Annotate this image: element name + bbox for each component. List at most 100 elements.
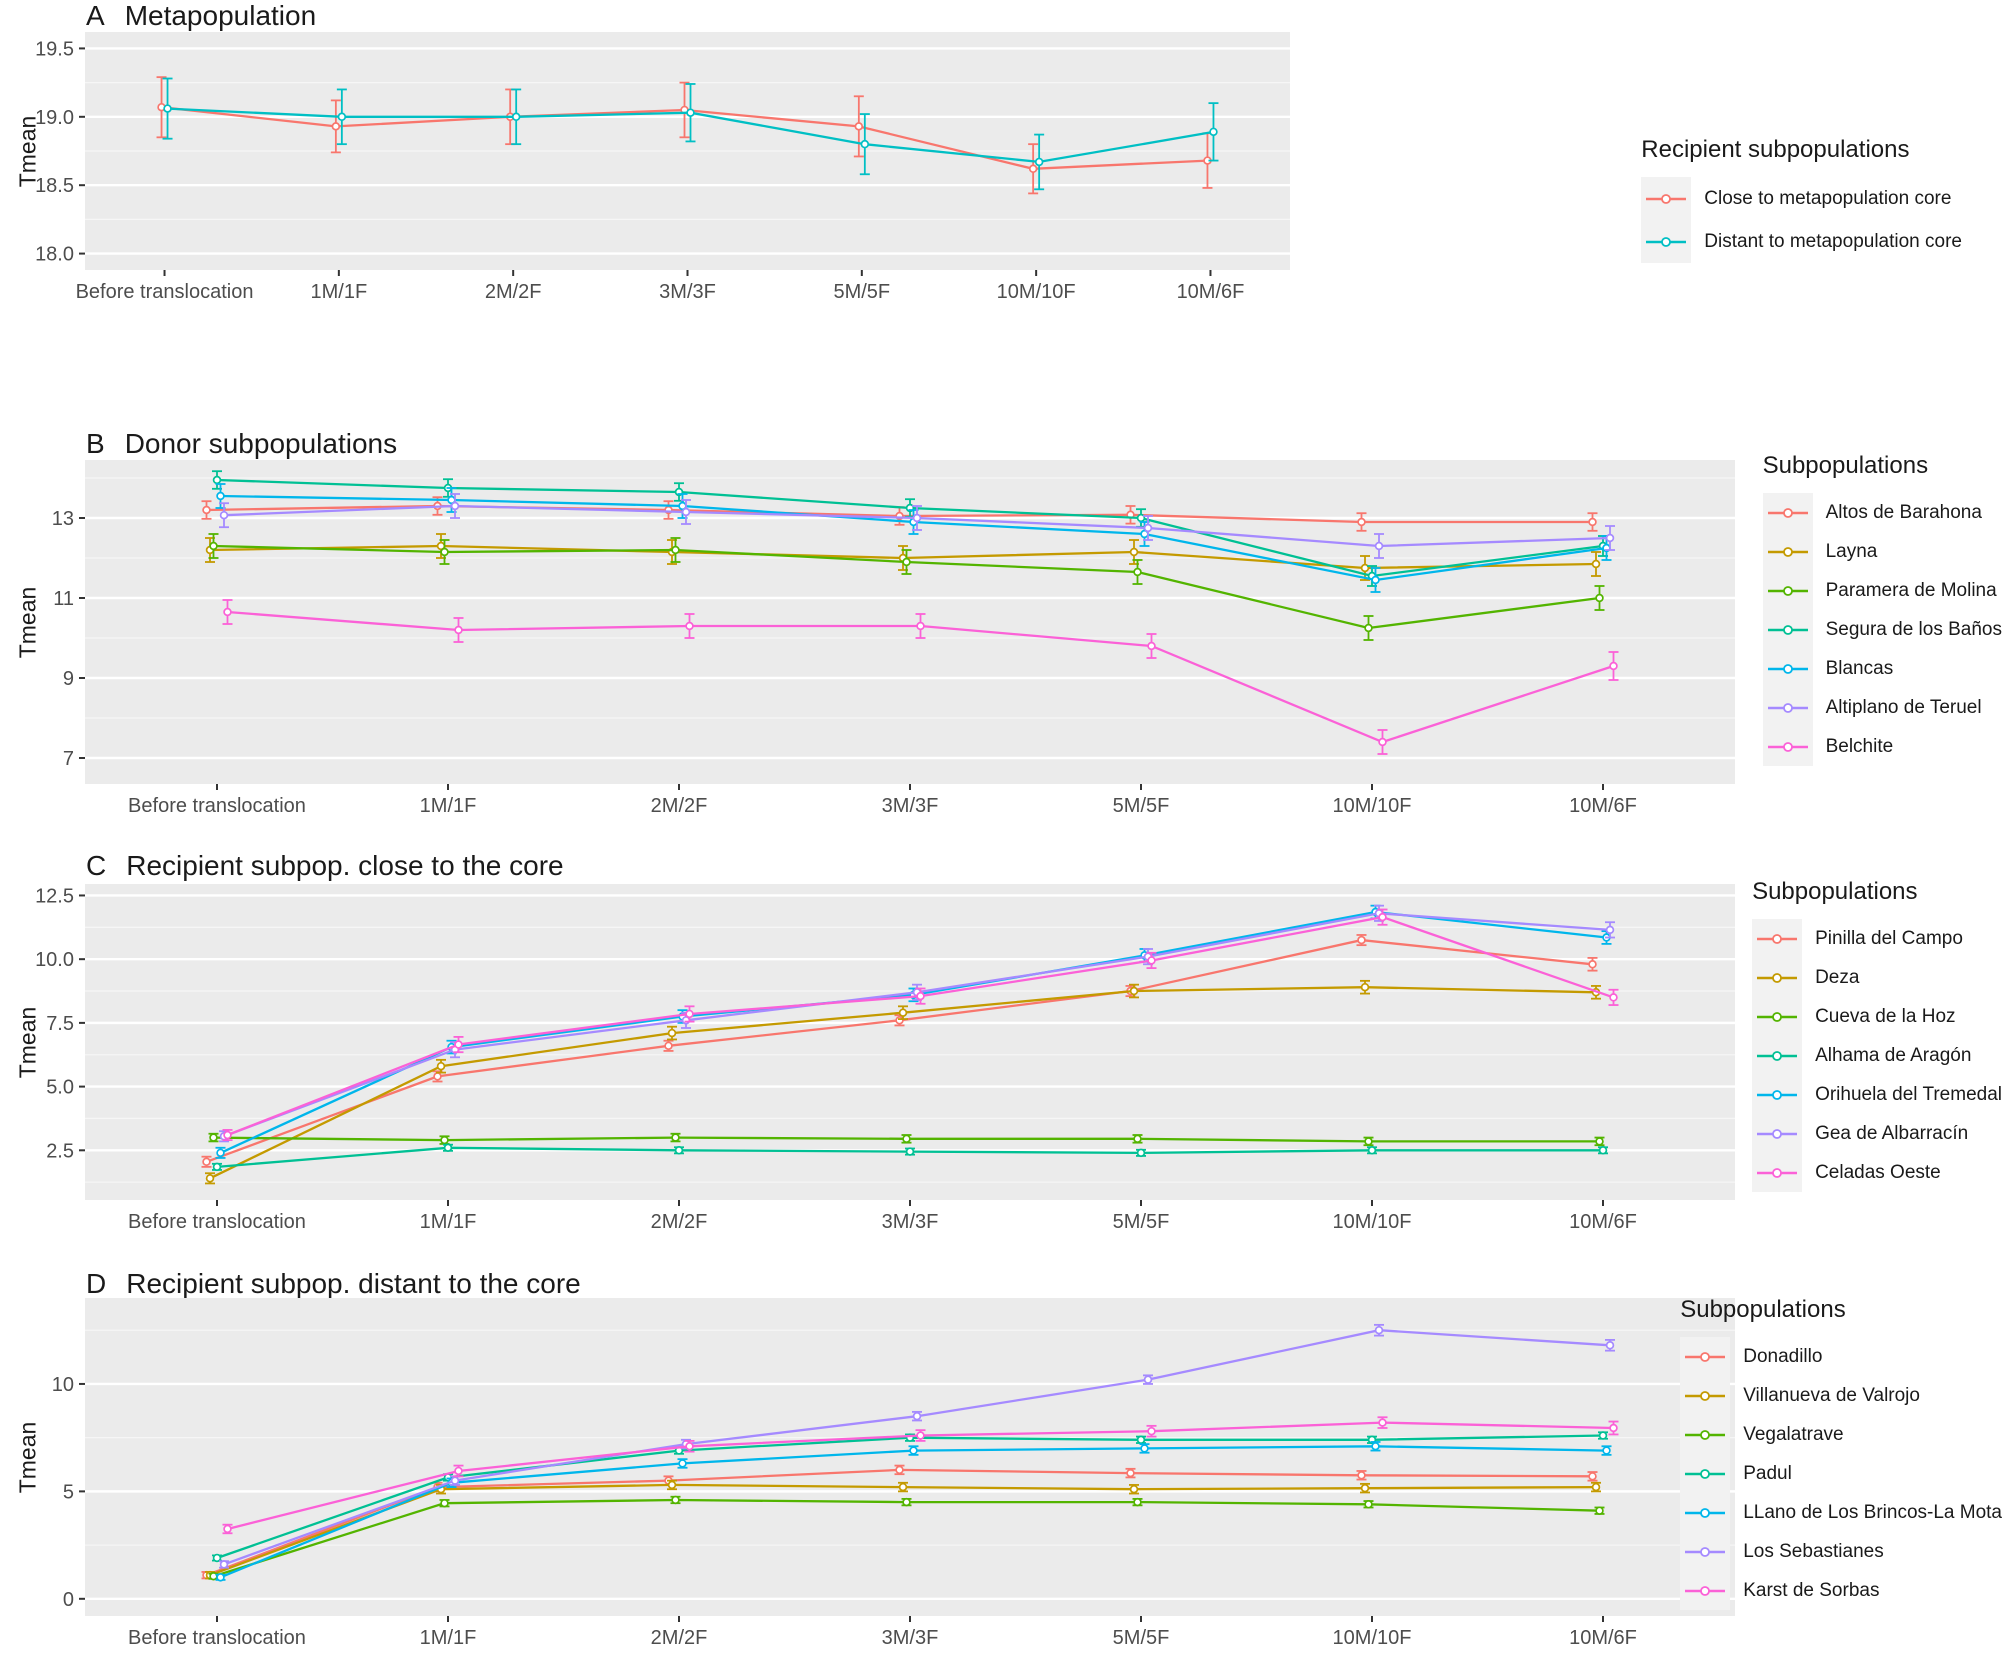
- legend-key-icon: [1762, 493, 1813, 532]
- legend-key-icon: [1680, 1415, 1731, 1454]
- panel-a-legend: Recipient subpopulations Close to metapo…: [1641, 136, 1962, 263]
- x-tick-label: 10M/6F: [1569, 1627, 1637, 1649]
- panel-b-legend-title: Subpopulations: [1762, 452, 1929, 479]
- legend-item-label: Deza: [1815, 966, 1860, 988]
- panel-b-plot: 7 9 11 13 Before translocation 1M/1F 2M/2F 3M/3…: [52, 460, 1735, 817]
- panel-d-letter: D: [86, 1268, 107, 1299]
- legend-item: Padul: [1680, 1454, 2002, 1493]
- legend-item-label: Los Sebastianes: [1743, 1540, 1884, 1562]
- legend-item: Alhama de Aragón: [1752, 1036, 2002, 1075]
- x-tick-label: 10M/6F: [1569, 795, 1637, 817]
- panel-a-title-text: Metapopulation: [124, 0, 317, 31]
- legend-item: Distant to metapopulation core: [1641, 220, 1962, 263]
- legend-item: Altos de Barahona: [1762, 493, 2002, 532]
- legend-item-label: Karst de Sorbas: [1743, 1579, 1880, 1601]
- series-karst-de-sorbas: [222, 1416, 1619, 1535]
- legend-key-icon: [1680, 1337, 1731, 1376]
- series-belchite: [222, 599, 1619, 755]
- x-tick-label: 10M/10F: [997, 281, 1076, 303]
- legend-key-icon: [1680, 1493, 1731, 1532]
- legend-item: Segura de los Baños: [1762, 610, 2002, 649]
- x-tick-label: 2M/2F: [651, 795, 708, 817]
- x-tick-label: Before translocation: [128, 1211, 306, 1233]
- legend-item: Donadillo: [1680, 1337, 2002, 1376]
- panel-a-plot: 18.0 18.5 19.0 19.5 Before translocation 1M/1…: [35, 32, 1290, 303]
- x-tick-label: 3M/3F: [882, 1211, 939, 1233]
- x-tick-label: 5M/5F: [1113, 1627, 1170, 1649]
- y-tick-label: 7: [63, 748, 74, 770]
- panel-d-legend-title: Subpopulations: [1680, 1296, 1846, 1323]
- y-tick-label: 9: [63, 668, 74, 690]
- legend-key-icon: [1762, 727, 1813, 766]
- legend-key-icon: [1762, 610, 1813, 649]
- legend-item-label: Gea de Albarracín: [1815, 1122, 1969, 1144]
- legend-item: Blancas: [1762, 649, 2002, 688]
- series-vegalatrave: [208, 1495, 1605, 1581]
- legend-item: Villanueva de Valrojo: [1680, 1376, 2002, 1415]
- legend-key-icon: [1752, 1075, 1803, 1114]
- x-tick-label: 1M/1F: [420, 1211, 477, 1233]
- series-padul: [212, 1431, 1608, 1563]
- legend-key-icon: [1752, 919, 1803, 958]
- legend-item-label: Pinilla del Campo: [1815, 927, 1963, 949]
- legend-key-icon: [1762, 649, 1813, 688]
- legend-key-icon: [1752, 1114, 1803, 1153]
- y-tick-label: 18.0: [35, 244, 74, 266]
- legend-item: Altiplano de Teruel: [1762, 688, 2002, 727]
- y-tick-label: 18.5: [35, 175, 74, 197]
- x-tick-label: Before translocation: [128, 1627, 306, 1649]
- legend-key-icon: [1762, 688, 1813, 727]
- panel-c-plot: 2.5 5.0 7.5 10.0 12.5 Before translocation 1M/…: [35, 884, 1735, 1233]
- x-tick-label: 5M/5F: [833, 281, 890, 303]
- legend-item-label: Orihuela del Tremedal: [1815, 1083, 2002, 1105]
- panel-c-legend: Subpopulations Pinilla del Campo Deza Cuev…: [1752, 878, 2002, 1192]
- legend-item-label: Altos de Barahona: [1825, 501, 1982, 523]
- legend-key-icon: [1680, 1376, 1731, 1415]
- legend-item: Close to metapopulation core: [1641, 177, 1962, 220]
- panel-b-title-text: Donor subpopulations: [124, 428, 398, 459]
- legend-key-icon: [1680, 1454, 1731, 1493]
- legend-key-icon: [1680, 1571, 1731, 1610]
- x-tick-label: 3M/3F: [882, 795, 939, 817]
- x-tick-label: 10M/6F: [1177, 281, 1245, 303]
- panel-a-legend-items: Close to metapopulation core Distant to m…: [1641, 177, 1962, 263]
- x-tick-label: 10M/10F: [1333, 1211, 1412, 1233]
- legend-item-label: Donadillo: [1743, 1345, 1823, 1367]
- panel-c-title: C Recipient subpop. close to the core: [86, 850, 564, 882]
- panel-b-letter: B: [86, 428, 105, 459]
- x-tick-label: 2M/2F: [651, 1211, 708, 1233]
- panel-c-legend-items: Pinilla del Campo Deza Cueva de la Hoz Alha…: [1752, 919, 2002, 1192]
- panel-d-legend-items: Donadillo Villanueva de Valrojo Vegalatrav…: [1680, 1337, 2002, 1610]
- x-tick-label: 1M/1F: [420, 1627, 477, 1649]
- legend-item-label: Segura de los Baños: [1825, 618, 2002, 640]
- panel-d-title-text: Recipient subpop. distant to the core: [126, 1268, 581, 1299]
- legend-key-icon: [1752, 958, 1803, 997]
- legend-item-label: Distant to metapopulation core: [1704, 230, 1962, 252]
- panel-b-legend-items: Altos de Barahona Layna Paramera de Molina…: [1762, 493, 2002, 766]
- legend-item-label: Altiplano de Teruel: [1825, 696, 1982, 718]
- x-tick-label: 3M/3F: [659, 281, 716, 303]
- panel-c-legend-title: Subpopulations: [1752, 878, 1918, 905]
- legend-key-icon: [1752, 1153, 1803, 1192]
- legend-key-icon: [1641, 177, 1692, 220]
- legend-key-icon: [1752, 1036, 1803, 1075]
- panel-b-title: B Donor subpopulations: [86, 428, 397, 460]
- x-tick-label: 10M/6F: [1569, 1211, 1637, 1233]
- series-cueva-de-la-hoz: [208, 1132, 1605, 1147]
- legend-item: Karst de Sorbas: [1680, 1571, 2002, 1610]
- series-close-to-metapopulation-core: [156, 76, 1213, 195]
- x-tick-label: 2M/2F: [651, 1627, 708, 1649]
- panel-c-title-text: Recipient subpop. close to the core: [126, 850, 564, 881]
- y-tick-label: 13: [52, 508, 74, 530]
- y-tick-label: 19.5: [35, 38, 74, 60]
- panel-d-legend: Subpopulations Donadillo Villanueva de Va…: [1680, 1296, 2002, 1610]
- series-celadas-oeste: [222, 908, 1619, 1142]
- y-tick-label: 10.0: [35, 949, 74, 971]
- series-altiplano-de-teruel: [219, 493, 1615, 559]
- legend-key-icon: [1641, 220, 1692, 263]
- y-tick-label: 10: [52, 1374, 74, 1396]
- legend-item: Celadas Oeste: [1752, 1153, 2002, 1192]
- legend-item-label: Celadas Oeste: [1815, 1161, 1941, 1183]
- x-tick-label: 10M/10F: [1333, 795, 1412, 817]
